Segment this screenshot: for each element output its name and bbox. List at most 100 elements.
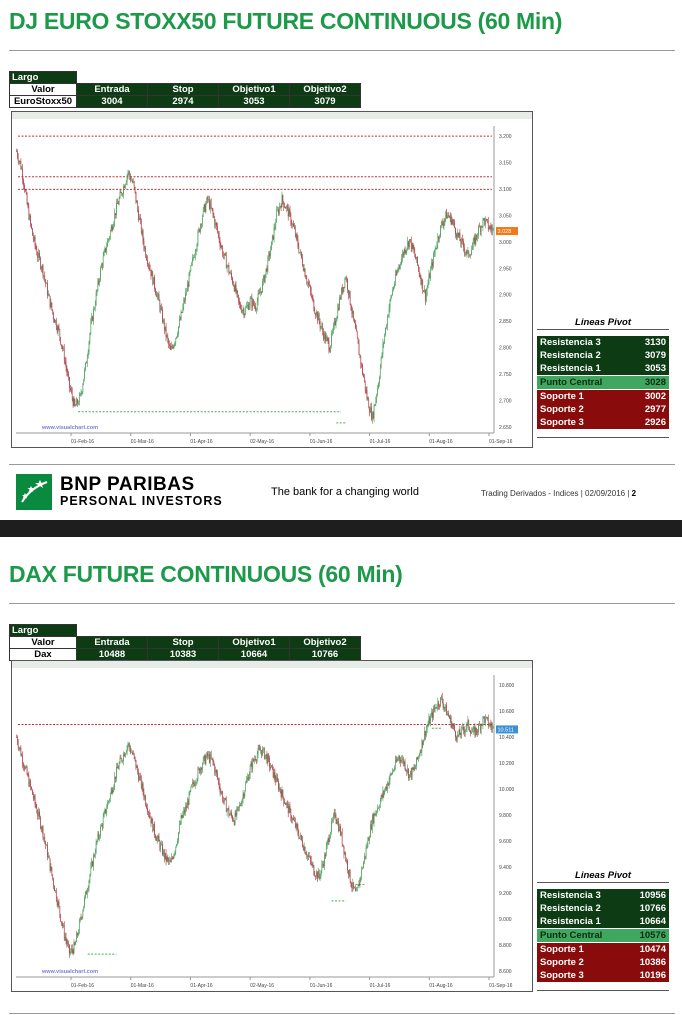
candle-body [110, 226, 112, 231]
candle-body [151, 271, 153, 277]
candle-body [184, 300, 185, 302]
candle-body [166, 335, 168, 337]
y-tick-label: 9.400 [499, 865, 512, 871]
candle-body [113, 222, 115, 227]
candle-body [462, 238, 463, 242]
candle-body [252, 759, 254, 769]
candle-body [317, 871, 319, 879]
candle-body [178, 832, 179, 841]
candle-body [224, 253, 225, 256]
candle-body [24, 190, 26, 192]
candle-body [266, 268, 268, 272]
candle-body [154, 823, 155, 836]
candle-body [203, 755, 205, 758]
candle-body [446, 211, 447, 219]
candle-body [377, 807, 378, 812]
candle-body [220, 792, 222, 793]
candle-body [62, 346, 63, 350]
candle-body [317, 311, 318, 321]
candle-body [54, 319, 55, 323]
pivot-level-name: Resistencia 1 [540, 363, 601, 374]
candle-body [440, 697, 441, 707]
candle-body [82, 384, 84, 392]
candle-body [149, 816, 151, 818]
candle-body [296, 823, 298, 828]
candle-body [198, 768, 200, 770]
candle-body [148, 264, 149, 265]
candle-body [42, 265, 44, 276]
pivot-level-name: Soporte 2 [540, 957, 584, 968]
candle-body [330, 345, 331, 352]
value-stop: 10383 [147, 648, 219, 661]
candle-body [348, 869, 350, 875]
candle-body [338, 307, 339, 310]
chart-header-strip [12, 661, 532, 668]
candle-body [488, 228, 490, 230]
candle-body [233, 820, 234, 822]
candle-body [406, 770, 408, 772]
candle-body [21, 168, 23, 170]
candle-body [479, 724, 480, 726]
candle-body [192, 257, 193, 263]
candle-body [158, 294, 160, 301]
candle-body [232, 277, 233, 284]
pivot-level-value: 3130 [644, 337, 666, 348]
candle-body [111, 226, 113, 231]
candle-body [99, 836, 100, 838]
candle-body [329, 837, 331, 842]
candle-body [65, 937, 67, 941]
candle-body [421, 740, 423, 752]
candle-body [311, 864, 313, 865]
candle-body [111, 789, 113, 794]
candle-body [75, 405, 77, 407]
value-objetivo2: 10766 [289, 648, 361, 661]
candle-body [342, 844, 344, 847]
y-tick-label: 9.800 [499, 813, 512, 819]
candle-body [88, 880, 90, 889]
candle-body [473, 237, 475, 241]
candle-body [337, 307, 339, 318]
candle-body [340, 832, 342, 835]
candle-body [24, 185, 25, 191]
candle-body [297, 239, 299, 247]
candle-body [184, 810, 185, 813]
y-tick-label: 2.800 [499, 346, 512, 352]
candle-body [293, 818, 294, 821]
candle-body [98, 280, 100, 283]
candle-body [402, 253, 404, 256]
candle-body [227, 265, 229, 267]
candle-body [343, 846, 345, 855]
candle-body [242, 309, 244, 311]
candle-body [199, 768, 200, 773]
candle-body [470, 730, 471, 734]
header-objetivo1: Objetivo1 [218, 636, 290, 649]
candle-body [288, 209, 290, 217]
candle-body [212, 209, 214, 214]
stars-icon [21, 480, 48, 503]
candle-body [451, 220, 453, 225]
x-tick-label: 01-Mar-16 [131, 983, 154, 989]
candle-body [70, 387, 71, 391]
x-tick-label: 01-Jul-16 [370, 983, 391, 989]
candle-body [40, 268, 42, 269]
candle-body [229, 814, 231, 816]
candle-body [381, 354, 383, 357]
candle-body [379, 377, 380, 384]
candle-body [453, 221, 455, 223]
candle-body [192, 782, 193, 785]
candle-body [248, 305, 250, 310]
candle-body [430, 716, 432, 724]
candle-body [115, 212, 116, 215]
candle-body [91, 861, 92, 867]
candle-body [170, 860, 171, 863]
candle-body [417, 757, 418, 760]
candle-body [386, 786, 387, 790]
candle-body [476, 728, 478, 732]
candle-body [484, 218, 486, 225]
pivot-level-value: 10474 [639, 944, 666, 955]
candle-body [411, 243, 413, 250]
candle-body [212, 758, 214, 762]
pivot-row: Resistencia 2 3079 [537, 349, 669, 362]
candle-body [81, 917, 83, 918]
candle-body [188, 792, 190, 805]
